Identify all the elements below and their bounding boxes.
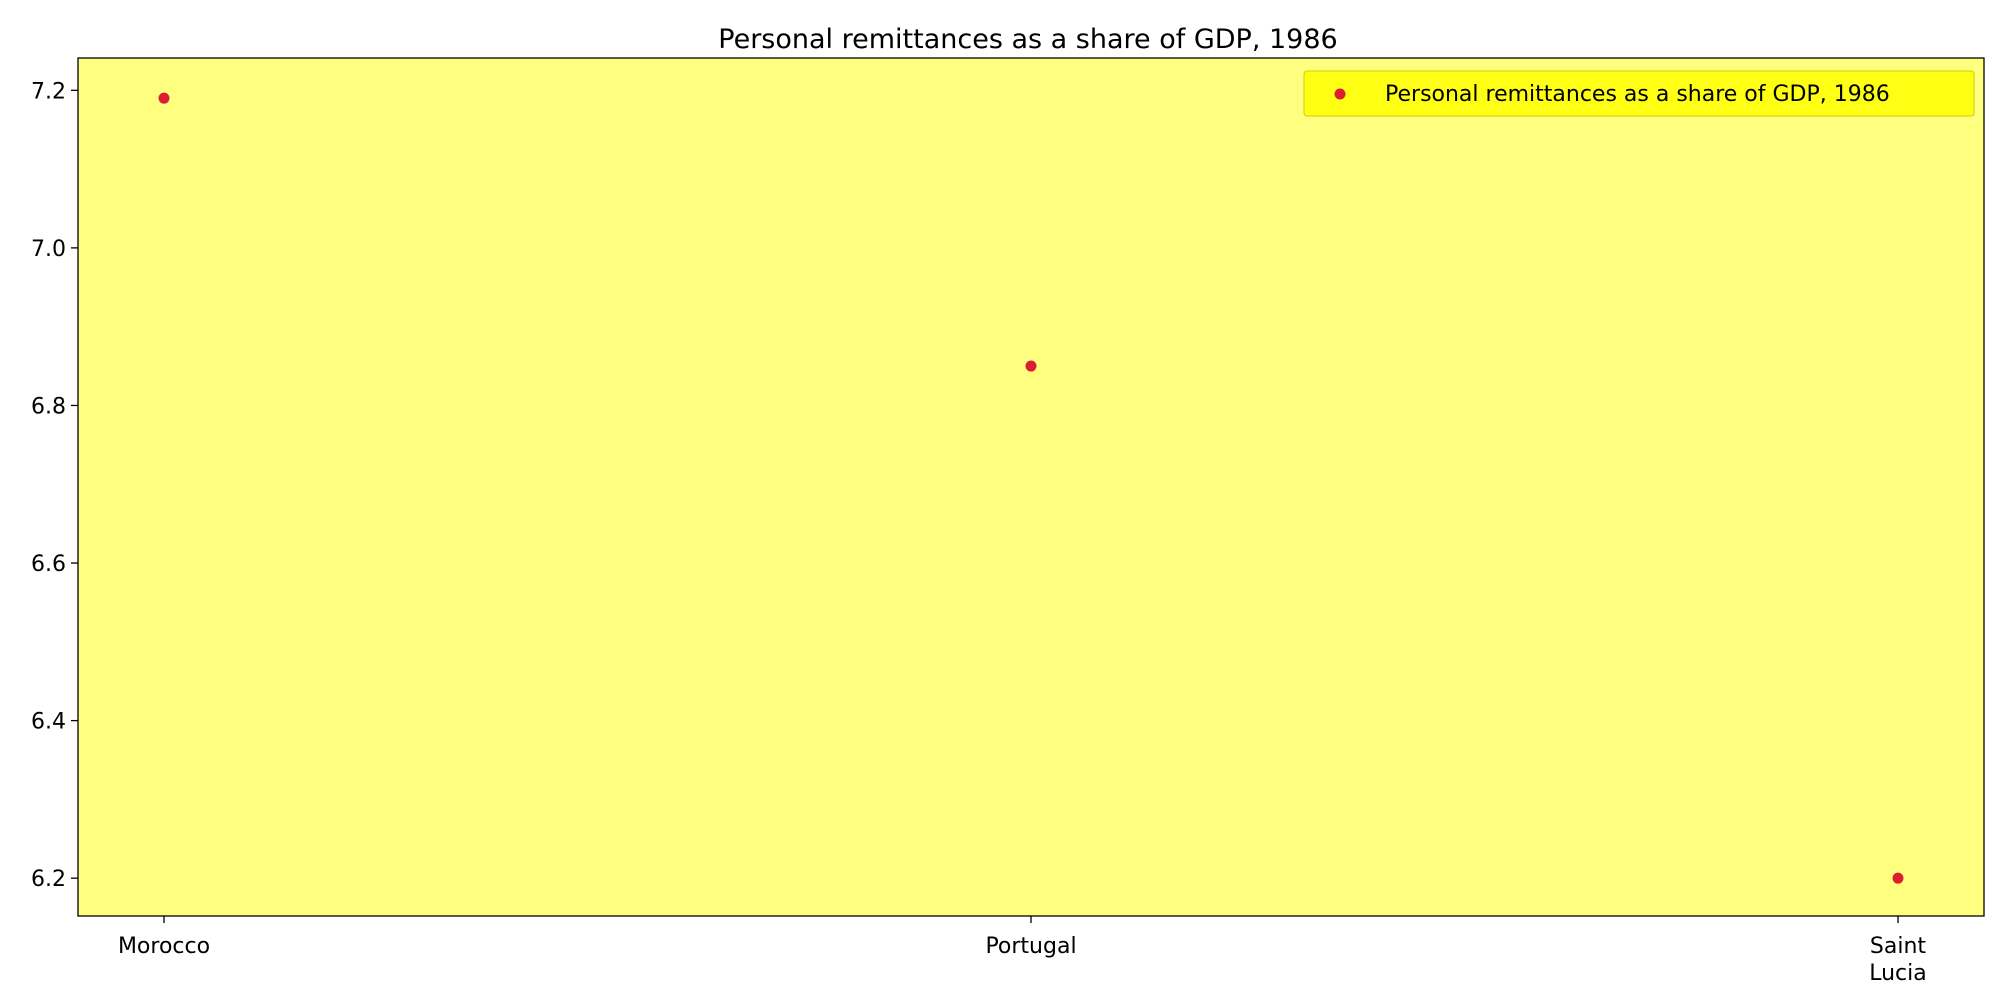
legend-label: Personal remittances as a share of GDP, … (1385, 82, 1890, 107)
x-axis: Morocco Portugal Saint Lucia (118, 916, 1927, 986)
y-tick-label: 7.2 (31, 79, 66, 104)
legend: Personal remittances as a share of GDP, … (1303, 70, 1975, 117)
data-point (1025, 360, 1037, 372)
x-tick-label: Saint Lucia (1869, 934, 1927, 986)
y-tick-label: 7.0 (31, 237, 66, 262)
legend-marker (1334, 88, 1346, 100)
y-tick-label: 6.6 (31, 552, 66, 577)
y-tick-label: 6.4 (31, 710, 66, 735)
y-tick-label: 6.8 (31, 394, 66, 419)
plot-area (77, 57, 1985, 917)
data-point (1892, 872, 1904, 884)
y-axis: 6.2 6.4 6.6 6.8 7.0 7.2 (31, 79, 78, 892)
legend-box (1303, 70, 1975, 117)
data-points (158, 92, 1904, 884)
x-tick-label: Portugal (985, 934, 1076, 959)
chart-title: Personal remittances as a share of GDP, … (718, 24, 1337, 55)
data-point (158, 92, 170, 104)
y-tick-label: 6.2 (31, 867, 66, 892)
x-tick-label: Morocco (118, 934, 210, 959)
